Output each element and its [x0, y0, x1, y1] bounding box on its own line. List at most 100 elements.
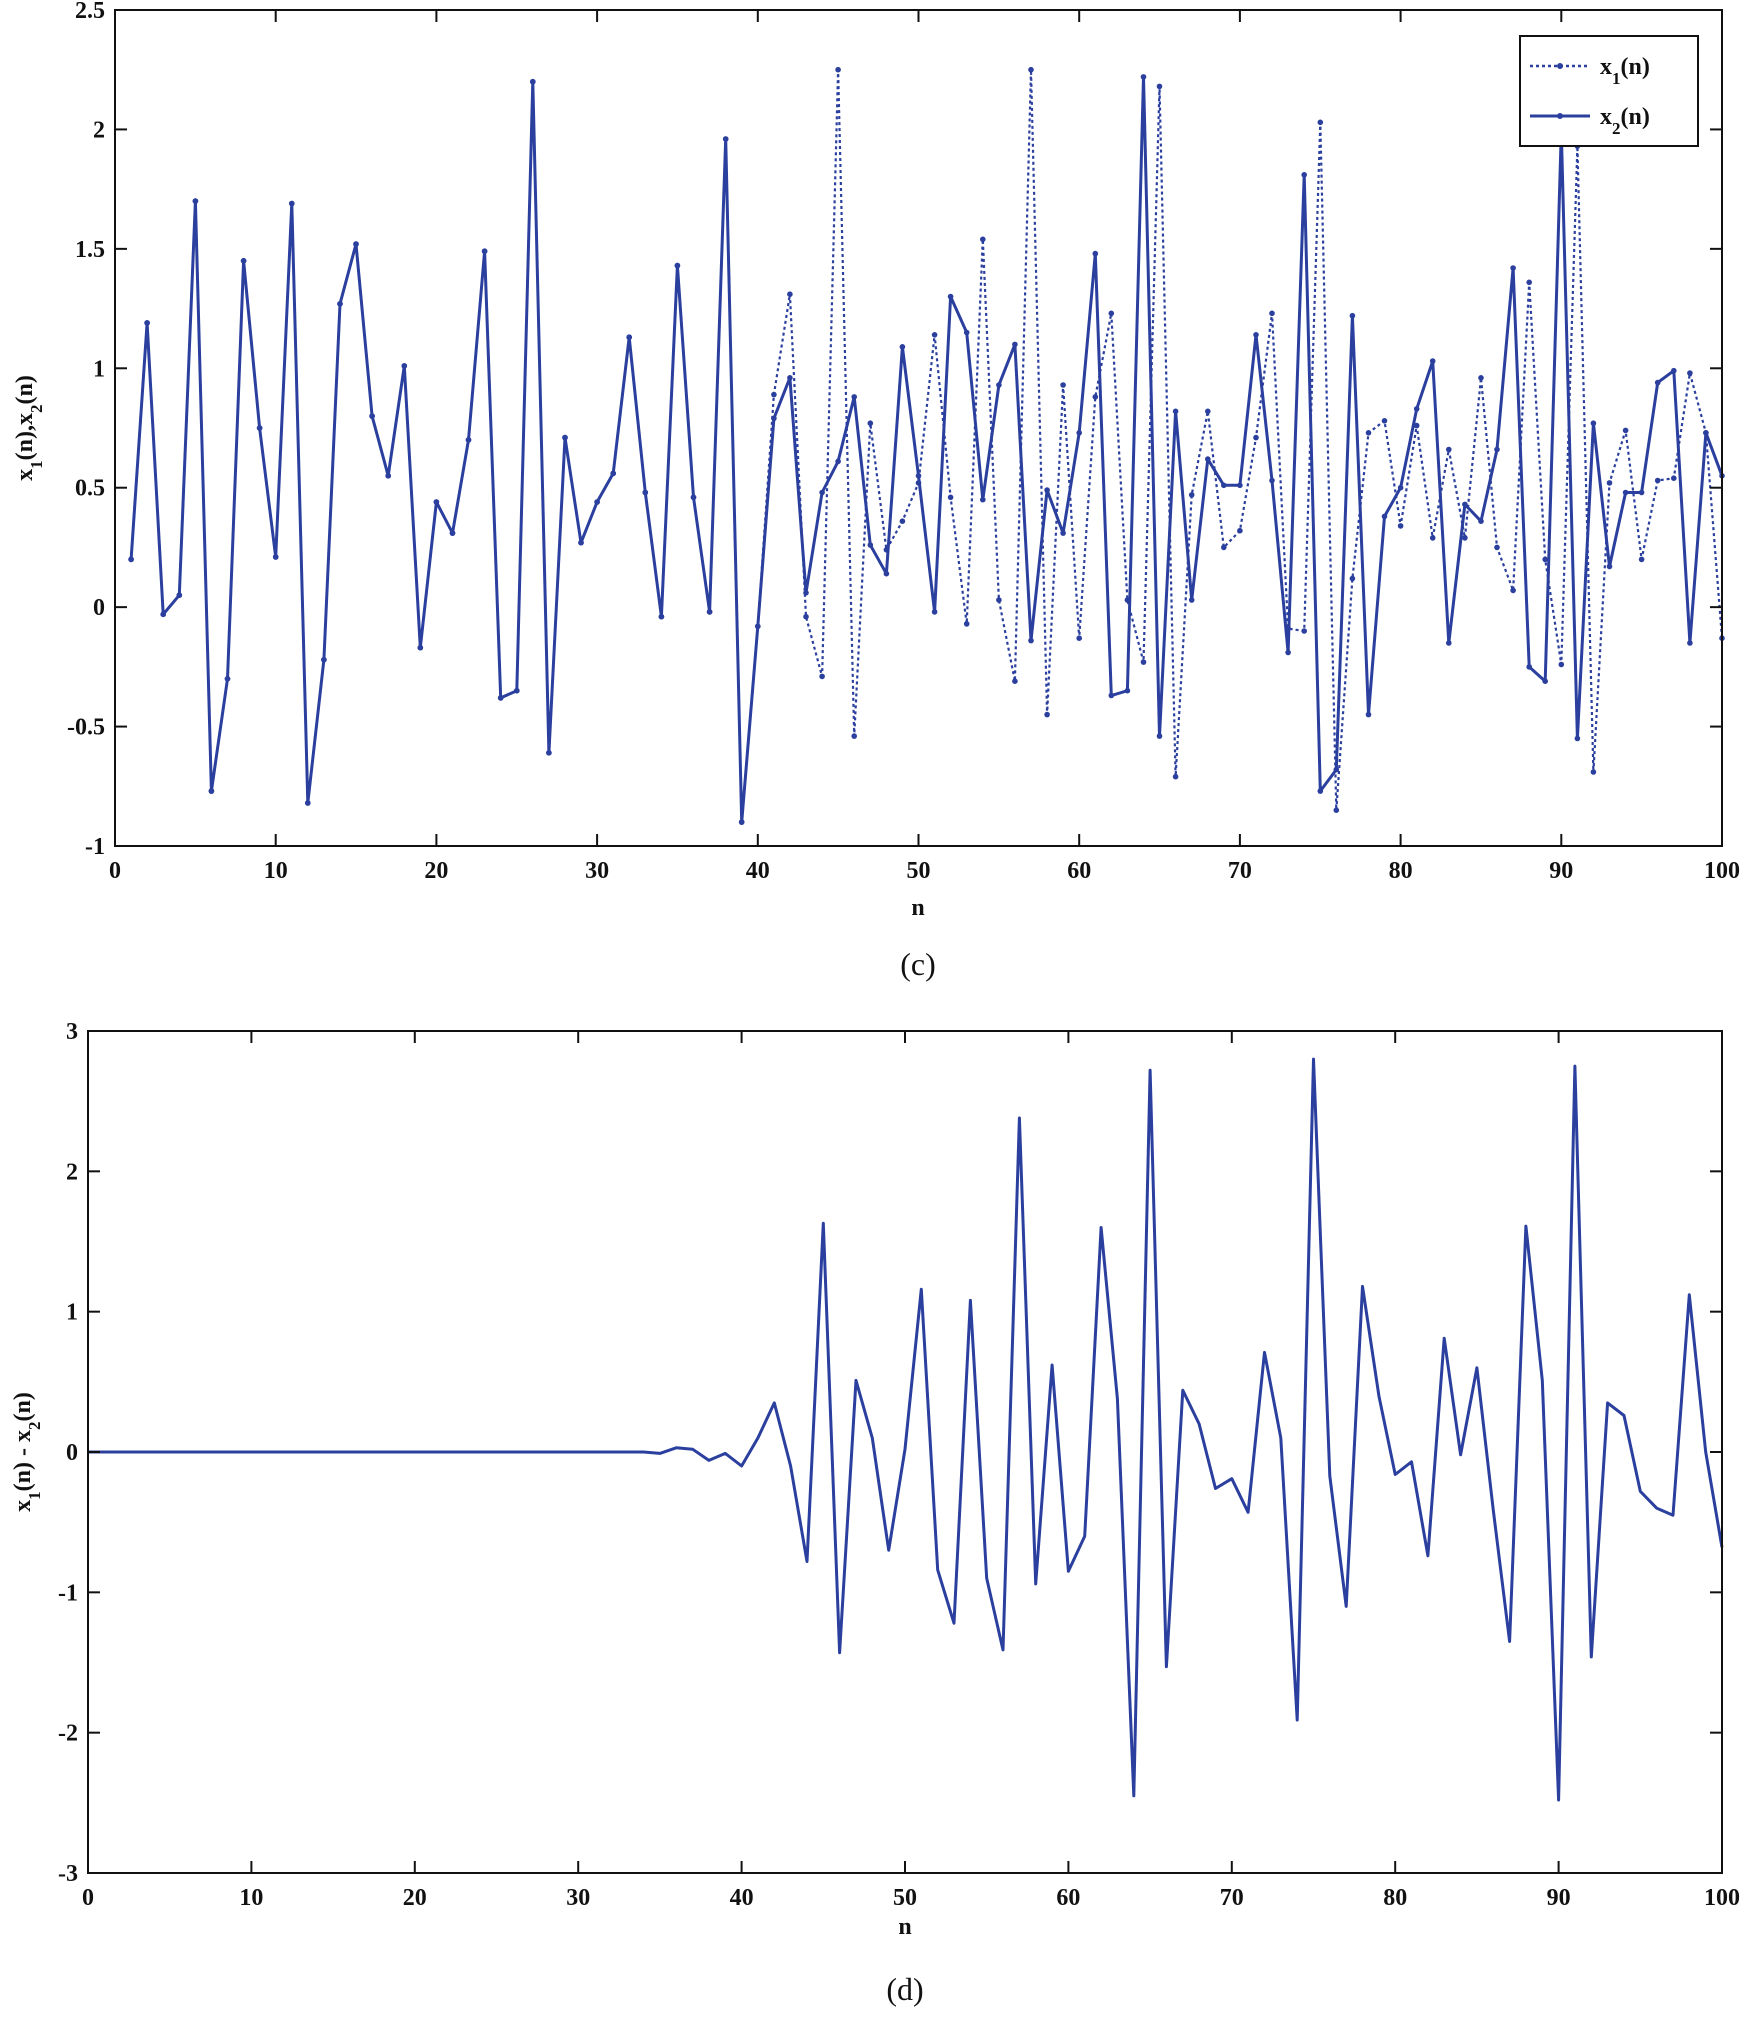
series-point-x2-n- — [899, 344, 906, 350]
series-point-x1-n- — [899, 518, 906, 524]
series-point-x2-n- — [1108, 692, 1115, 699]
series-point-x1-n- — [1221, 544, 1227, 551]
series-point-x2-n- — [980, 496, 986, 503]
series-point-x2-n- — [481, 248, 488, 254]
series-point-x2-n- — [1317, 788, 1324, 794]
panel-d-y-ticks: -3 -2 -1 0 1 2 3 — [58, 1019, 1722, 1887]
series-point-x2-n- — [947, 293, 954, 300]
series-point-x1-n- — [1269, 310, 1275, 317]
legend-marker-x2 — [1557, 113, 1563, 119]
series-point-x2-n- — [337, 301, 343, 307]
series-point-x1-n- — [1494, 544, 1500, 551]
series-point-x1-n- — [1510, 587, 1516, 594]
panel-d-x-tick-label: 50 — [893, 1885, 917, 1911]
series-point-x1-n- — [1028, 66, 1034, 73]
panel-c-y-tick-label: 0.5 — [75, 476, 105, 502]
series-point-x1-n- — [867, 420, 874, 427]
series-point-x2-n- — [819, 489, 825, 496]
panel-d-y-tick-label: 0 — [66, 1440, 78, 1466]
panel-c-axes-box — [114, 9, 1723, 847]
series-point-x2-n- — [401, 363, 408, 369]
series-point-x1-n- — [1333, 807, 1340, 813]
panel-c-x-tick-label: 100 — [1704, 858, 1740, 884]
panel-c-plot — [128, 66, 1725, 825]
series-point-x2-n- — [1703, 430, 1709, 436]
series-point-x2-n- — [449, 530, 456, 536]
series-point-x2-n- — [803, 590, 809, 596]
series-point-x1-n- — [1365, 430, 1372, 436]
panel-c-x-axis-label: n — [911, 895, 924, 921]
panel-c-y-axis-label: x1(n),x2(n) — [12, 375, 46, 481]
panel-c-y-tick-label: 1 — [93, 356, 105, 382]
panel-c-x-tick-label: 50 — [907, 858, 931, 884]
series-point-x2-n- — [433, 499, 440, 505]
series-point-x1-n- — [1606, 480, 1613, 486]
series-point-x1-n- — [1542, 556, 1548, 563]
series-line-x1-n-x2-n- — [88, 1057, 1724, 1802]
series-point-x2-n- — [1012, 341, 1018, 348]
panel-c-x-tick-label: 0 — [109, 858, 121, 884]
series-point-x2-n- — [1188, 597, 1195, 603]
panel-c-legend: x1(n) x2(n) — [1519, 35, 1699, 147]
series-point-x2-n- — [1301, 172, 1307, 178]
series-point-x2-n- — [578, 539, 584, 546]
series-point-x2-n- — [610, 470, 616, 477]
series-point-x1-n- — [1429, 535, 1436, 541]
panel-d: 0 10 20 30 40 50 60 70 80 90 100 -3 -2 -1 0 1 2 3 n x1(n… — [10, 1019, 1740, 2007]
series-point-x2-n- — [240, 258, 247, 264]
series-point-x2-n- — [176, 592, 183, 598]
series-point-x1-n- — [1140, 659, 1147, 665]
series-point-x2-n- — [208, 788, 215, 794]
series-point-x2-n- — [1478, 518, 1484, 524]
series-point-x2-n- — [128, 556, 134, 563]
panel-d-y-tick-label: 2 — [66, 1159, 78, 1185]
panel-d-y-tick-label: 3 — [66, 1019, 78, 1045]
series-point-x2-n- — [1397, 484, 1404, 491]
panel-d-x-tick-label: 0 — [82, 1885, 94, 1911]
panel-c-y-ticks: -1 -0.5 0 0.5 1 1.5 2 2.5 — [67, 0, 1722, 860]
series-point-x2-n- — [1574, 735, 1581, 742]
series-point-x2-n- — [353, 241, 359, 247]
series-point-x2-n- — [514, 687, 520, 694]
series-point-x2-n- — [996, 382, 1002, 388]
series-point-x2-n- — [160, 611, 166, 618]
series-point-x2-n- — [1638, 489, 1645, 496]
series-point-x2-n- — [1446, 640, 1452, 646]
series-point-x1-n- — [1558, 661, 1565, 668]
series-point-x2-n- — [1221, 482, 1227, 489]
panel-c-x-tick-label: 80 — [1389, 858, 1413, 884]
series-point-x2-n- — [1028, 637, 1034, 644]
panel-c-caption: (c) — [900, 946, 936, 982]
series-line-x2-n- — [129, 75, 1724, 824]
series-point-x2-n- — [144, 320, 150, 326]
series-point-x2-n- — [1542, 678, 1548, 684]
series-point-x2-n- — [305, 800, 311, 806]
series-point-x1-n- — [1381, 418, 1388, 424]
panel-d-y-tick-label: 1 — [66, 1300, 78, 1326]
series-point-x2-n- — [546, 750, 552, 756]
panel-c-legend-box — [1519, 35, 1699, 147]
series-point-x2-n- — [722, 136, 729, 142]
series-point-x2-n- — [738, 819, 745, 825]
series-point-x2-n- — [690, 494, 697, 501]
series-point-x1-n- — [1253, 434, 1259, 441]
panel-d-y-axis-label: x1(n) - x2(n) — [10, 1392, 44, 1512]
panel-d-x-ticks: 0 10 20 30 40 50 60 70 80 90 100 — [82, 1031, 1740, 1911]
series-point-x2-n- — [883, 570, 890, 577]
series-point-x1-n- — [1671, 475, 1677, 482]
series-point-x2-n- — [1462, 501, 1468, 508]
series-point-x1-n- — [1446, 446, 1452, 453]
panel-c-x-tick-label: 30 — [585, 858, 609, 884]
series-point-x2-n- — [1526, 664, 1532, 670]
legend-label-x1: x1(n) — [1600, 54, 1650, 88]
series-point-x1-n- — [1172, 773, 1179, 780]
series-point-x2-n- — [1076, 430, 1082, 436]
series-point-x2-n- — [272, 554, 279, 560]
series-point-x2-n- — [385, 473, 392, 479]
series-point-x2-n- — [1269, 477, 1275, 484]
series-point-x1-n- — [1237, 527, 1243, 534]
series-point-x2-n- — [1606, 563, 1613, 570]
series-point-x2-n- — [1413, 406, 1420, 412]
series-point-x2-n- — [1044, 487, 1050, 493]
